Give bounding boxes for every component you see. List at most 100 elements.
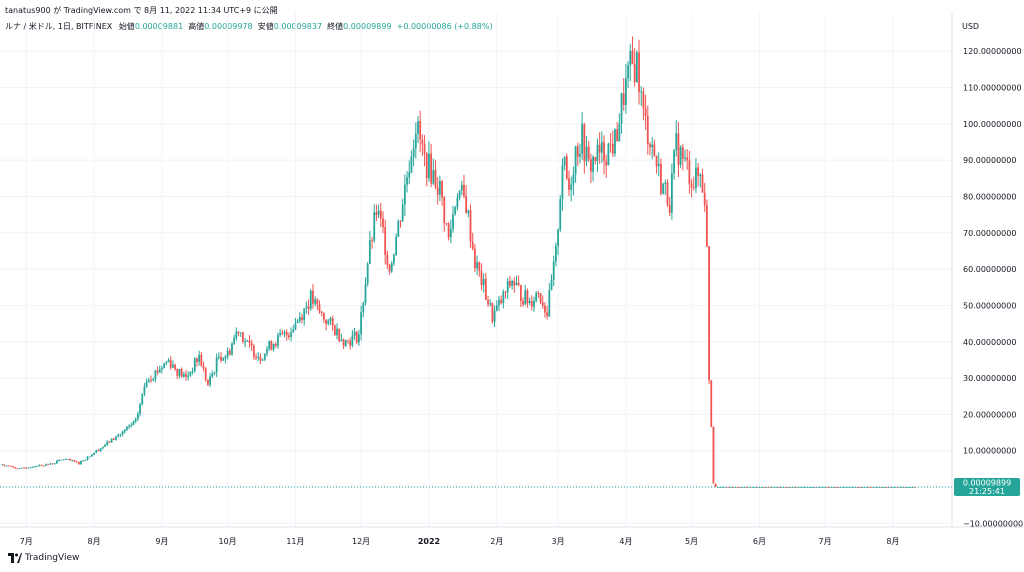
candle-body xyxy=(360,312,363,335)
candle-body xyxy=(132,421,135,426)
candle-body xyxy=(176,369,179,376)
footer-brand[interactable]: TradingView xyxy=(8,553,79,563)
candle-body xyxy=(557,229,559,246)
y-tick-label: 70.00000000 xyxy=(963,229,1016,238)
candle-body xyxy=(721,487,724,488)
close-label: 終値 xyxy=(327,22,344,31)
candle-body xyxy=(371,240,373,241)
candle-body xyxy=(34,466,36,468)
candle-body xyxy=(898,487,901,488)
candle-body xyxy=(784,487,787,488)
candle-body xyxy=(447,223,450,238)
candle-body xyxy=(522,301,524,305)
candle-body xyxy=(5,465,8,467)
close-value: 0.00009899 xyxy=(343,22,392,31)
x-tick-label: 6月 xyxy=(753,537,766,546)
candle-body xyxy=(471,241,474,249)
tradingview-logo-icon xyxy=(8,553,22,563)
candle-body xyxy=(625,78,627,106)
x-tick-label: 3月 xyxy=(552,537,565,546)
candle-body xyxy=(156,370,159,373)
candle-body xyxy=(123,429,126,432)
candle-body xyxy=(211,373,214,377)
candle-body xyxy=(909,487,912,488)
candle-body xyxy=(121,431,124,435)
candle-body xyxy=(487,299,489,305)
candle-body xyxy=(412,148,415,157)
candle-body xyxy=(498,299,500,306)
candle-body xyxy=(506,281,509,293)
candle-body xyxy=(239,332,242,334)
candle-body xyxy=(204,368,207,380)
candle-body xyxy=(51,463,54,465)
candle-body xyxy=(771,487,774,488)
candle-body xyxy=(832,487,835,488)
candle-body xyxy=(776,487,778,488)
candle-body xyxy=(666,182,669,205)
candle-body xyxy=(528,301,531,304)
candle-body xyxy=(110,438,113,443)
candle-body xyxy=(178,369,181,376)
last-price-badge xyxy=(954,478,1020,497)
candle-body xyxy=(358,334,360,343)
candle-body xyxy=(117,435,120,437)
candle-body xyxy=(421,139,424,145)
candle-body xyxy=(530,301,533,307)
candle-body xyxy=(246,340,249,342)
candle-body xyxy=(552,261,555,280)
candle-body xyxy=(605,160,608,166)
candle-body xyxy=(403,184,406,205)
candle-body xyxy=(119,434,122,436)
candle-body xyxy=(200,354,203,367)
candle-body xyxy=(244,341,247,343)
candle-body xyxy=(609,143,612,145)
candle-body xyxy=(106,441,109,445)
candle-body xyxy=(620,93,623,124)
candle-body xyxy=(99,448,102,452)
candle-body xyxy=(27,467,30,469)
candle-body xyxy=(677,133,680,165)
candle-body xyxy=(25,467,28,469)
candle-body xyxy=(708,246,710,381)
symbol-label[interactable]: ルナ / 米ドル, 1日, BITFINEX xyxy=(5,22,113,31)
candle-body xyxy=(690,183,693,188)
candle-body xyxy=(800,487,802,488)
candle-body xyxy=(355,331,358,343)
candle-body xyxy=(130,425,133,427)
candle-body xyxy=(66,459,69,460)
x-tick-label: 10月 xyxy=(219,537,237,546)
candle-body xyxy=(756,487,759,488)
candle-body xyxy=(189,371,192,376)
candle-body xyxy=(42,465,45,467)
candle-body xyxy=(565,156,568,179)
published-line: tanatus900 が TradingView.com で 8月 11, 20… xyxy=(5,6,278,15)
candle-body xyxy=(191,371,194,372)
candle-body xyxy=(727,487,730,488)
candle-body xyxy=(301,317,303,321)
candle-body xyxy=(71,460,74,462)
candle-body xyxy=(425,153,428,179)
candle-body xyxy=(305,306,308,309)
candle-body xyxy=(73,460,76,462)
candle-body xyxy=(362,302,365,313)
candle-body xyxy=(885,487,888,488)
candle-body xyxy=(108,441,111,443)
candle-body xyxy=(861,487,864,488)
candle-body xyxy=(417,121,419,134)
candle-body xyxy=(686,157,689,161)
candle-body xyxy=(320,311,323,314)
candle-body xyxy=(456,197,459,208)
candle-body xyxy=(169,359,172,368)
x-tick-label: 9月 xyxy=(155,537,168,546)
candle-body xyxy=(180,369,183,377)
candle-body xyxy=(852,487,855,488)
y-tick-label: 120.00000000 xyxy=(963,47,1022,56)
candle-body xyxy=(174,364,176,370)
candle-body xyxy=(554,245,557,262)
candle-body xyxy=(20,467,23,469)
candle-body xyxy=(84,459,87,461)
candle-body xyxy=(795,487,798,488)
candle-body xyxy=(587,146,590,160)
candle-body xyxy=(386,254,389,265)
